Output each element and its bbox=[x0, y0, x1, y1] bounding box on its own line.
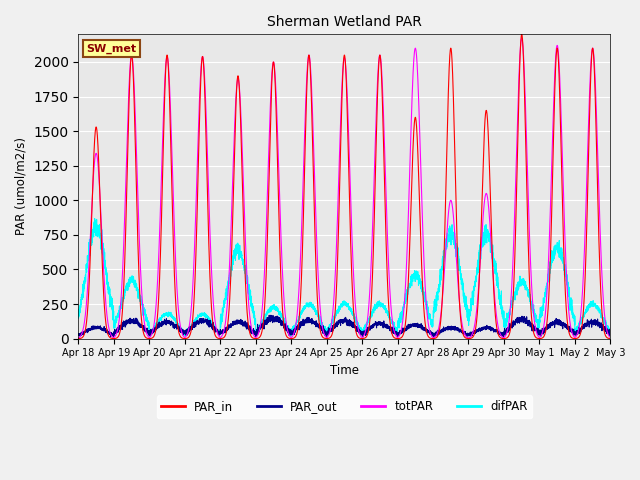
Y-axis label: PAR (umol/m2/s): PAR (umol/m2/s) bbox=[15, 137, 28, 236]
PAR_out bbox=[267, 312, 275, 318]
PAR_out bbox=[324, 325, 332, 331]
difPAR bbox=[607, 329, 614, 335]
totPAR bbox=[434, 328, 442, 334]
difPAR bbox=[606, 330, 614, 336]
difPAR bbox=[170, 315, 178, 321]
Legend: PAR_in, PAR_out, totPAR, difPAR: PAR_in, PAR_out, totPAR, difPAR bbox=[157, 396, 532, 418]
PAR_out bbox=[170, 321, 178, 327]
Text: SW_met: SW_met bbox=[86, 44, 136, 54]
PAR_out bbox=[323, 335, 331, 340]
X-axis label: Time: Time bbox=[330, 364, 359, 377]
totPAR bbox=[75, 335, 83, 341]
PAR_in bbox=[434, 333, 442, 338]
totPAR bbox=[518, 36, 525, 41]
Line: totPAR: totPAR bbox=[79, 38, 611, 338]
PAR_in bbox=[493, 329, 501, 335]
difPAR bbox=[435, 289, 442, 295]
totPAR bbox=[606, 334, 614, 340]
difPAR bbox=[75, 312, 83, 317]
difPAR bbox=[324, 327, 332, 333]
totPAR bbox=[170, 214, 178, 220]
PAR_out bbox=[464, 331, 472, 337]
PAR_in bbox=[463, 336, 471, 341]
totPAR bbox=[429, 335, 437, 341]
PAR_in bbox=[518, 32, 525, 37]
PAR_in bbox=[607, 336, 614, 341]
PAR_out bbox=[435, 330, 442, 336]
difPAR bbox=[464, 304, 472, 310]
PAR_in bbox=[324, 336, 332, 341]
totPAR bbox=[463, 335, 471, 340]
PAR_out bbox=[75, 332, 83, 338]
PAR_in bbox=[75, 336, 83, 341]
difPAR bbox=[91, 216, 99, 221]
totPAR bbox=[607, 335, 614, 340]
PAR_in bbox=[170, 260, 178, 265]
PAR_out bbox=[607, 332, 614, 337]
totPAR bbox=[324, 333, 332, 339]
Line: difPAR: difPAR bbox=[79, 218, 611, 336]
Line: PAR_in: PAR_in bbox=[79, 35, 611, 338]
PAR_out bbox=[606, 330, 614, 336]
difPAR bbox=[494, 274, 502, 280]
PAR_in bbox=[606, 336, 614, 341]
Line: PAR_out: PAR_out bbox=[79, 315, 611, 337]
Title: Sherman Wetland PAR: Sherman Wetland PAR bbox=[267, 15, 422, 29]
difPAR bbox=[182, 333, 189, 338]
PAR_out bbox=[494, 329, 502, 335]
totPAR bbox=[493, 321, 501, 326]
